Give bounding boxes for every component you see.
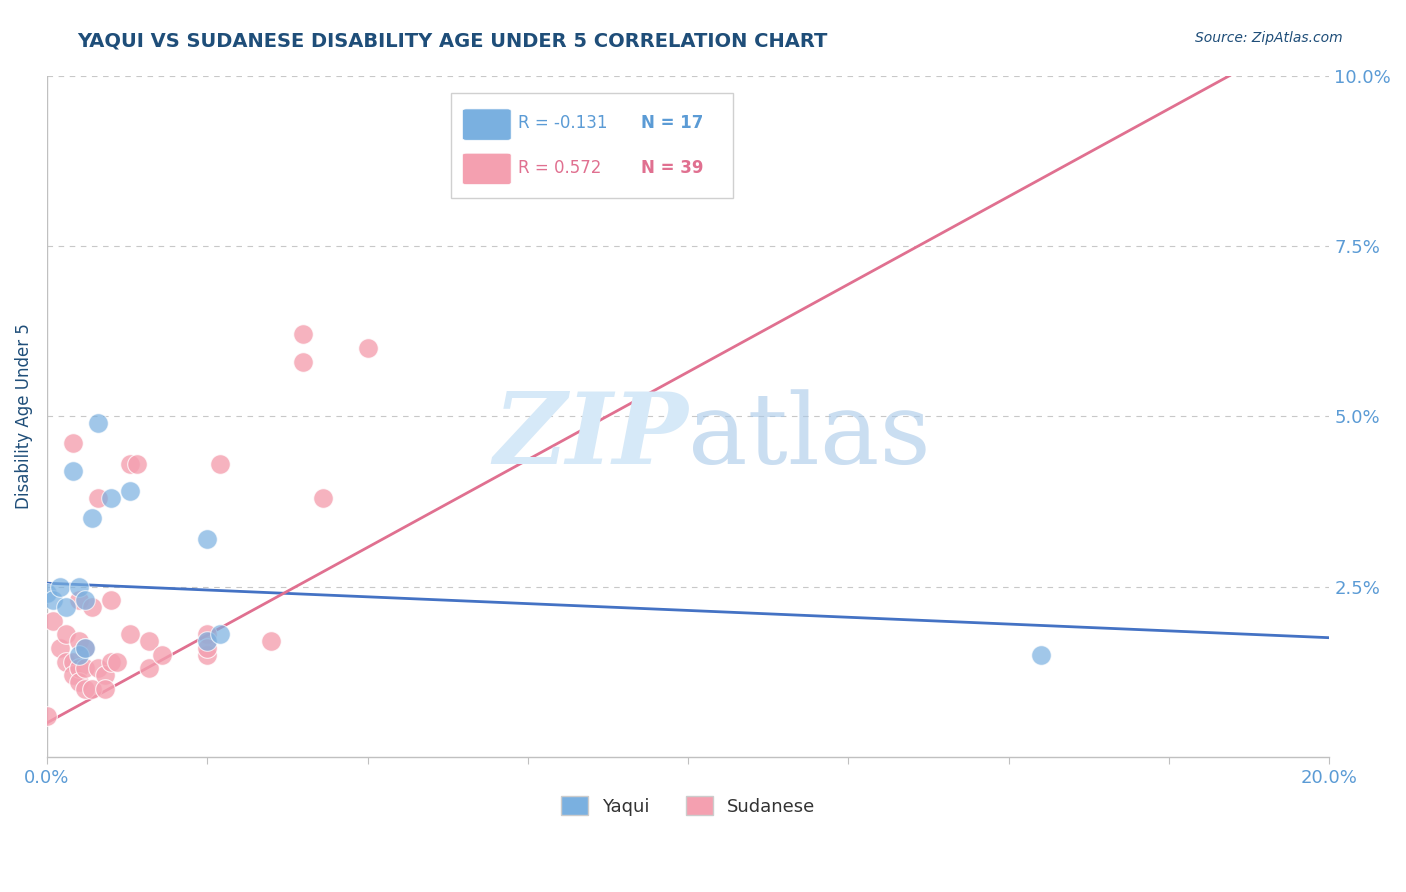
Point — [150, 648, 173, 662]
FancyBboxPatch shape — [463, 153, 512, 185]
Point — [93, 668, 115, 682]
Point — [100, 491, 122, 505]
Point — [75, 593, 97, 607]
Point — [208, 457, 231, 471]
Point — [87, 491, 110, 505]
Point — [311, 491, 333, 505]
Point — [87, 416, 110, 430]
Point — [292, 327, 315, 342]
Point — [35, 586, 58, 600]
Point — [67, 648, 90, 662]
Point — [100, 593, 122, 607]
Point — [55, 600, 77, 615]
Point — [93, 681, 115, 696]
Point — [62, 655, 84, 669]
Text: R = -0.131: R = -0.131 — [517, 114, 607, 132]
Point — [138, 661, 160, 675]
Text: YAQUI VS SUDANESE DISABILITY AGE UNDER 5 CORRELATION CHART: YAQUI VS SUDANESE DISABILITY AGE UNDER 5… — [77, 31, 828, 50]
FancyBboxPatch shape — [463, 109, 512, 140]
Point — [62, 668, 84, 682]
Point — [356, 341, 378, 355]
Point — [67, 661, 90, 675]
Point — [42, 614, 65, 628]
Point — [48, 640, 70, 655]
Text: R = 0.572: R = 0.572 — [517, 159, 600, 177]
Point — [80, 600, 103, 615]
Point — [75, 681, 97, 696]
Point — [107, 655, 129, 669]
Point — [55, 655, 77, 669]
Y-axis label: Disability Age Under 5: Disability Age Under 5 — [15, 323, 32, 509]
Point — [67, 675, 90, 690]
Point — [208, 627, 231, 641]
Point — [80, 681, 103, 696]
Text: Source: ZipAtlas.com: Source: ZipAtlas.com — [1195, 31, 1343, 45]
Point — [67, 634, 90, 648]
Point — [195, 648, 218, 662]
Point — [292, 355, 315, 369]
Point — [62, 436, 84, 450]
Point — [195, 532, 218, 546]
Point — [42, 593, 65, 607]
Point — [55, 627, 77, 641]
Point — [62, 464, 84, 478]
Point — [120, 627, 142, 641]
Point — [120, 484, 142, 499]
Point — [138, 634, 160, 648]
Legend: Yaqui, Sudanese: Yaqui, Sudanese — [554, 789, 823, 823]
Point — [35, 709, 58, 723]
Text: ZIP: ZIP — [494, 388, 688, 485]
Point — [75, 640, 97, 655]
FancyBboxPatch shape — [451, 93, 733, 198]
Point — [75, 640, 97, 655]
Text: N = 17: N = 17 — [641, 114, 703, 132]
Point — [67, 593, 90, 607]
Point — [260, 634, 283, 648]
Point — [195, 627, 218, 641]
Point — [80, 511, 103, 525]
Point — [195, 640, 218, 655]
Text: N = 39: N = 39 — [641, 159, 703, 177]
Point — [48, 580, 70, 594]
Point — [67, 580, 90, 594]
Point — [75, 661, 97, 675]
Point — [87, 661, 110, 675]
Point — [195, 634, 218, 648]
Point — [125, 457, 148, 471]
Point — [1029, 648, 1052, 662]
Point — [120, 457, 142, 471]
Point — [100, 655, 122, 669]
Text: atlas: atlas — [688, 389, 931, 484]
